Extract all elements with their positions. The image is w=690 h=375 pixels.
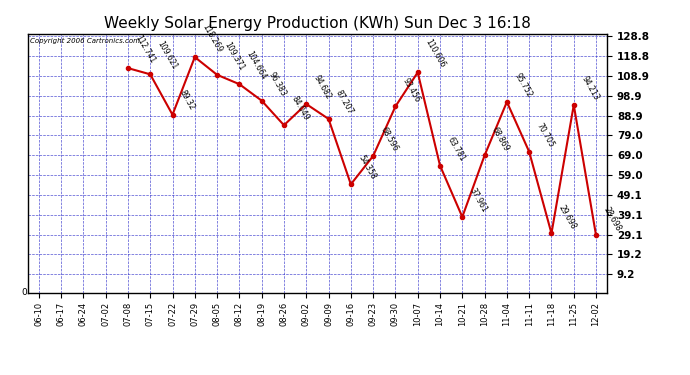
Text: 63.781: 63.781 [446, 135, 466, 163]
Text: 84.049: 84.049 [290, 95, 310, 122]
Title: Weekly Solar Energy Production (KWh) Sun Dec 3 16:18: Weekly Solar Energy Production (KWh) Sun… [104, 16, 531, 31]
Text: 89.32: 89.32 [178, 89, 197, 112]
Text: 68.869: 68.869 [490, 125, 511, 153]
Text: 70.705: 70.705 [535, 122, 556, 149]
Text: 109.371: 109.371 [223, 40, 246, 72]
Text: 0: 0 [22, 288, 28, 297]
Text: 118.269: 118.269 [200, 23, 224, 54]
Text: 68.596: 68.596 [379, 126, 400, 153]
Text: 54.358: 54.358 [357, 154, 377, 182]
Text: 94.213: 94.213 [580, 75, 600, 102]
Text: 104.664: 104.664 [245, 50, 268, 81]
Text: 110.606: 110.606 [423, 38, 446, 70]
Text: 94.682: 94.682 [312, 74, 333, 101]
Text: 93.456: 93.456 [401, 76, 422, 104]
Text: 28.698: 28.698 [602, 205, 622, 232]
Text: 87.207: 87.207 [334, 89, 355, 116]
Text: 96.383: 96.383 [267, 70, 288, 98]
Text: 112.741: 112.741 [133, 34, 157, 65]
Text: 37.961: 37.961 [468, 187, 489, 214]
Text: 95.752: 95.752 [513, 72, 533, 99]
Text: 109.621: 109.621 [156, 40, 179, 72]
Text: 29.698: 29.698 [557, 203, 578, 231]
Text: Copyright 2006 Cartronics.com: Copyright 2006 Cartronics.com [30, 38, 141, 44]
